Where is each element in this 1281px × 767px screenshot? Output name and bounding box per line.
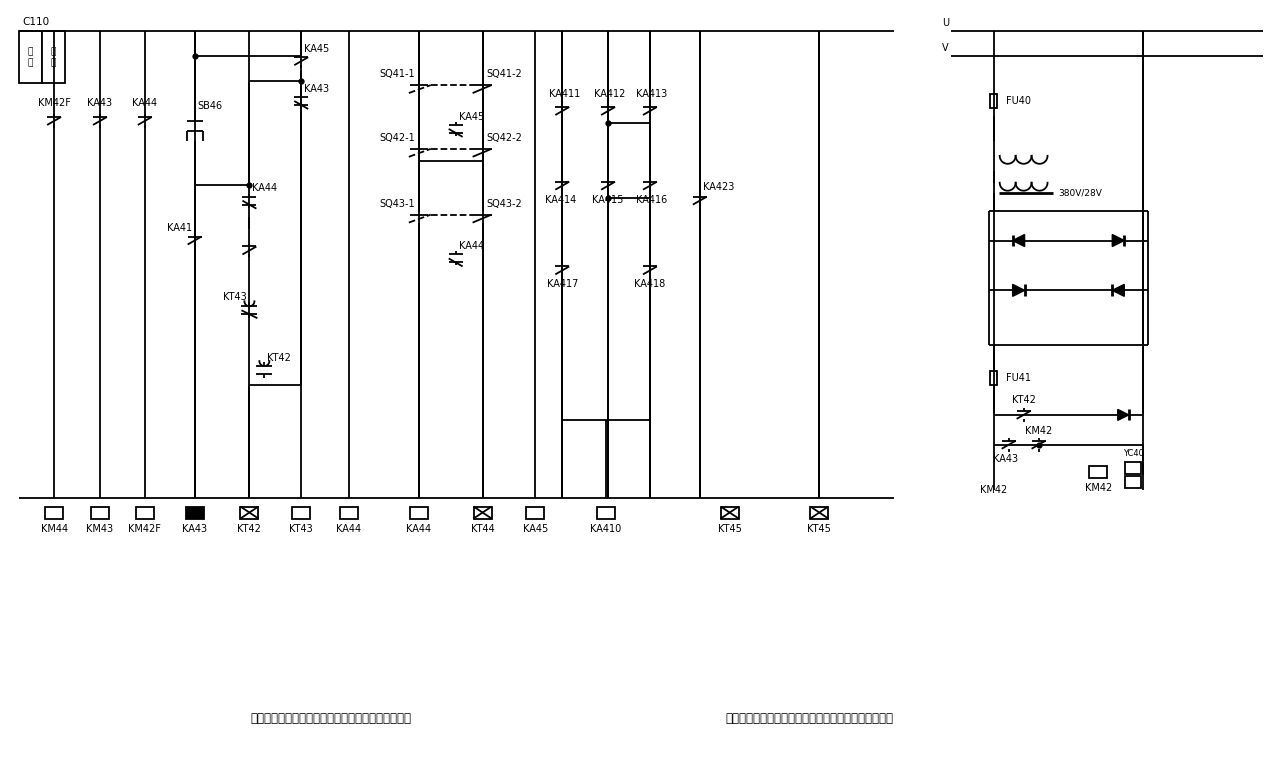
Text: KA412: KA412: [594, 89, 626, 99]
Text: KA418: KA418: [634, 279, 666, 289]
Text: KA45: KA45: [459, 112, 484, 122]
Bar: [45, 506, 63, 518]
Text: KM42: KM42: [1025, 426, 1052, 436]
Text: FU41: FU41: [1006, 373, 1031, 383]
Text: SQ42-2: SQ42-2: [487, 133, 523, 143]
Text: 松
刀: 松 刀: [27, 48, 33, 67]
Bar: [19, 31, 42, 83]
Text: SB46: SB46: [197, 101, 223, 111]
Text: KM43: KM43: [86, 525, 114, 535]
Bar: [721, 506, 739, 518]
Text: KA43: KA43: [993, 454, 1018, 464]
Text: KA417: KA417: [547, 279, 578, 289]
Text: KT44: KT44: [470, 525, 494, 535]
Text: KA43: KA43: [87, 98, 113, 108]
Bar: [597, 506, 615, 518]
Text: KA43: KA43: [182, 525, 208, 535]
Bar: [292, 506, 310, 518]
Text: KM44: KM44: [41, 525, 68, 535]
Text: U: U: [942, 18, 949, 28]
Text: SQ42-1: SQ42-1: [379, 133, 415, 143]
Text: KT43: KT43: [290, 525, 313, 535]
Text: 所示为龙门铣床变速起动控制电路。从图中可以看出: 所示为龙门铣床变速起动控制电路。从图中可以看出: [251, 713, 411, 726]
Text: KA423: KA423: [703, 182, 734, 192]
Bar: [1125, 462, 1141, 474]
Text: SQ43-1: SQ43-1: [379, 199, 415, 209]
Text: SQ43-2: SQ43-2: [487, 199, 523, 209]
Text: KA44: KA44: [337, 525, 361, 535]
Text: 拉
刀: 拉 刀: [50, 48, 56, 67]
Text: YC40: YC40: [1122, 449, 1144, 458]
Text: 380V/28V: 380V/28V: [1058, 188, 1103, 197]
Bar: [811, 506, 829, 518]
Text: V: V: [943, 43, 949, 53]
Text: SQ41-2: SQ41-2: [487, 69, 523, 79]
Text: KA41: KA41: [167, 222, 192, 232]
Bar: [410, 506, 428, 518]
Text: KT42: KT42: [268, 353, 291, 363]
Bar: [241, 506, 259, 518]
Text: KA413: KA413: [637, 89, 667, 99]
Text: KT43: KT43: [223, 292, 246, 302]
Bar: [474, 506, 492, 518]
Text: KA44: KA44: [406, 525, 432, 535]
Text: KT42: KT42: [1012, 395, 1035, 405]
Polygon shape: [1112, 285, 1125, 296]
Text: KM42F: KM42F: [37, 98, 70, 108]
Text: KA44: KA44: [132, 98, 158, 108]
Bar: [1089, 466, 1107, 478]
Text: C110: C110: [22, 18, 50, 28]
Text: KT45: KT45: [807, 525, 831, 535]
Text: KA414: KA414: [544, 195, 576, 205]
Text: 主要采用交流接触器、配合时间继电器和中间继电器。: 主要采用交流接触器、配合时间继电器和中间继电器。: [725, 713, 893, 726]
Text: KA415: KA415: [592, 195, 624, 205]
Polygon shape: [1013, 235, 1025, 246]
Polygon shape: [1013, 285, 1025, 296]
Text: SQ41-1: SQ41-1: [379, 69, 415, 79]
Text: KM42: KM42: [980, 485, 1007, 495]
Text: KM42: KM42: [1085, 482, 1112, 492]
Text: KA44: KA44: [459, 242, 484, 252]
Text: KT45: KT45: [717, 525, 742, 535]
Text: KA45: KA45: [523, 525, 548, 535]
Bar: [136, 506, 154, 518]
Text: KA43: KA43: [304, 84, 329, 94]
Polygon shape: [1112, 235, 1125, 246]
Bar: [990, 370, 997, 386]
Text: KT42: KT42: [237, 525, 261, 535]
Bar: [186, 506, 204, 518]
Bar: [91, 506, 109, 518]
Bar: [1125, 476, 1141, 488]
Text: KA416: KA416: [637, 195, 667, 205]
Bar: [526, 506, 544, 518]
Bar: [990, 94, 997, 108]
Text: FU40: FU40: [1006, 96, 1031, 106]
Text: KA410: KA410: [591, 525, 621, 535]
Bar: [339, 506, 357, 518]
Polygon shape: [1118, 410, 1129, 420]
Text: KA44: KA44: [252, 183, 278, 193]
Bar: [42, 31, 65, 83]
Text: KA411: KA411: [548, 89, 580, 99]
Text: KA45: KA45: [304, 44, 329, 54]
Text: KM42F: KM42F: [128, 525, 161, 535]
